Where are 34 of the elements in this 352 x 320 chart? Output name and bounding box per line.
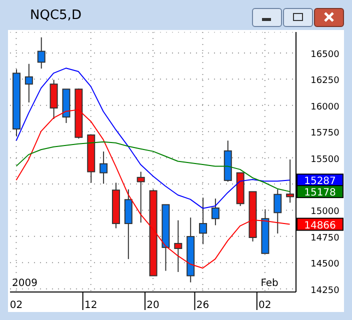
y-tick-label: 16500 <box>310 50 340 60</box>
y-tick-label: 14500 <box>310 260 340 270</box>
y-tick-label: 15750 <box>310 128 340 139</box>
candlestick <box>50 79 58 120</box>
candlestick <box>24 63 33 103</box>
chart-title: NQC5,D <box>30 8 82 23</box>
line-series <box>16 68 290 209</box>
x-tick-label: 02 <box>10 300 23 311</box>
candlestick <box>37 36 46 70</box>
x-tick-label: 12 <box>84 300 98 311</box>
candlestick <box>136 171 145 224</box>
y-tick-label: 16250 <box>310 76 340 86</box>
y-tick-label: 16000 <box>310 102 340 112</box>
candlestick <box>100 151 108 184</box>
y-tick-label: 15500 <box>310 154 340 165</box>
y-tick-label: 14250 <box>310 286 340 296</box>
candlestick <box>211 198 220 226</box>
annotation: 2009 <box>12 278 38 289</box>
x-tick-label: 02 <box>258 300 272 311</box>
candlestick <box>124 188 132 260</box>
data-label: 15287 <box>304 176 336 188</box>
x-tick-label: 26 <box>196 300 210 311</box>
x-tick-label: 20 <box>146 300 160 311</box>
y-tick-label: 14750 <box>310 233 340 244</box>
candlestick <box>174 220 182 272</box>
y-tick-label: 15000 <box>310 207 340 218</box>
line-series <box>16 109 290 269</box>
annotation: Feb <box>260 278 278 289</box>
data-label: 15178 <box>304 188 336 199</box>
candlestick <box>199 197 208 245</box>
candlestick <box>286 158 294 204</box>
data-label: 14866 <box>304 220 336 232</box>
line-series <box>16 141 290 192</box>
candlestick <box>274 188 282 234</box>
